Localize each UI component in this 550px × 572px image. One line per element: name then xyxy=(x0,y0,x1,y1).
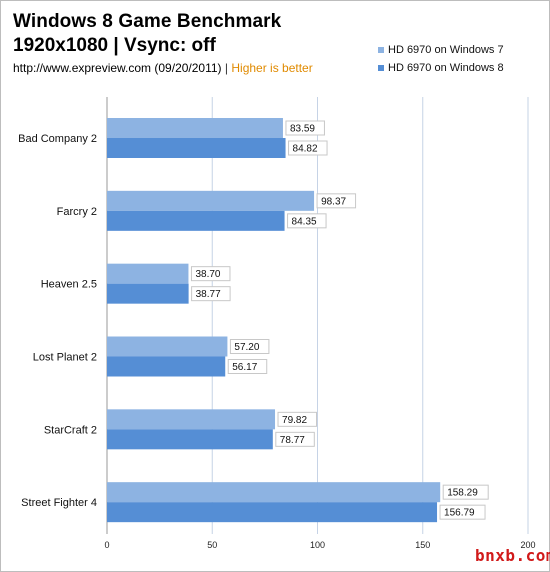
data-label-lost-planet-2-series-1: 57.20 xyxy=(234,342,259,353)
data-label-lost-planet-2-series-2: 56.17 xyxy=(232,362,257,373)
legend-label-windows-8: HD 6970 on Windows 8 xyxy=(388,62,504,74)
source-line: http://www.expreview.com (09/20/2011) | … xyxy=(13,61,313,75)
bar-heaven-2-5-series-2 xyxy=(107,283,189,304)
data-label-farcry-2-series-1: 98.37 xyxy=(321,196,346,207)
data-label-street-fighter-4-series-2: 156.79 xyxy=(444,508,475,519)
data-label-starcraft-2-series-1: 79.82 xyxy=(282,415,307,426)
data-label-box-starcraft-2-series-2 xyxy=(275,431,315,447)
data-label-heaven-2-5-series-1: 38.70 xyxy=(195,269,220,280)
category-label-street-fighter-4: Street Fighter 4 xyxy=(21,497,97,509)
grid-layer xyxy=(106,97,529,534)
category-label-lost-planet-2: Lost Planet 2 xyxy=(33,352,97,364)
data-label-bad-company-2-series-2: 84.82 xyxy=(293,144,318,155)
data-label-box-farcry-2-series-2 xyxy=(287,213,327,229)
chart-subtitle: 1920x1080 | Vsync: off xyxy=(13,35,216,56)
bar-bad-company-2-series-2 xyxy=(107,138,286,158)
source-url: http://www.expreview.com (09/20/2011) xyxy=(13,61,222,75)
data-label-box-heaven-2-5-series-1 xyxy=(190,266,231,282)
chart-title: Windows 8 Game Benchmark xyxy=(13,11,282,32)
data-label-box-street-fighter-4-series-1 xyxy=(442,484,489,500)
labels-layer: 0 50 100 150 200 Bad Company 2 83.59 84.82 Farcr… xyxy=(18,120,536,550)
x-tick-label-0: 0 xyxy=(104,540,109,550)
bars-layer xyxy=(107,118,441,523)
bar-street-fighter-4-series-2 xyxy=(107,502,438,523)
category-label-bad-company-2: Bad Company 2 xyxy=(18,133,97,145)
data-label-box-bad-company-2-series-1 xyxy=(285,120,325,136)
data-label-bad-company-2-series-1: 83.59 xyxy=(290,124,315,135)
data-label-box-street-fighter-4-series-2 xyxy=(439,504,486,520)
data-label-box-lost-planet-2-series-2 xyxy=(227,359,268,374)
bar-lost-planet-2-series-1 xyxy=(107,336,228,357)
bar-heaven-2-5-series-1 xyxy=(107,263,189,284)
x-tick-label-150: 150 xyxy=(415,540,430,550)
legend-label-windows-7: HD 6970 on Windows 7 xyxy=(388,44,504,56)
bar-farcry-2-series-2 xyxy=(107,210,285,231)
data-label-starcraft-2-series-2: 78.77 xyxy=(280,435,305,446)
category-label-farcry-2: Farcry 2 xyxy=(57,206,97,218)
watermark: bnxb.com xyxy=(475,546,550,565)
data-label-farcry-2-series-2: 84.35 xyxy=(292,216,317,227)
source-separator: | xyxy=(224,61,229,75)
data-label-box-heaven-2-5-series-2 xyxy=(191,286,231,302)
bar-starcraft-2-series-1 xyxy=(107,409,276,430)
data-label-box-bad-company-2-series-2 xyxy=(288,140,328,156)
x-tick-label-50: 50 xyxy=(207,540,217,550)
bar-street-fighter-4-series-1 xyxy=(107,482,441,503)
bar-starcraft-2-series-2 xyxy=(107,429,273,450)
chart-legend: HD 6970 on Windows 7 HD 6970 on Windows … xyxy=(378,41,504,77)
category-label-starcraft-2: StarCraft 2 xyxy=(44,424,97,436)
data-label-heaven-2-5-series-2: 38.77 xyxy=(196,289,221,300)
data-label-box-starcraft-2-series-1 xyxy=(277,411,318,427)
category-label-heaven-2-5: Heaven 2.5 xyxy=(41,279,97,291)
legend-item-windows-8: HD 6970 on Windows 8 xyxy=(378,59,504,77)
legend-item-windows-7: HD 6970 on Windows 7 xyxy=(378,41,504,59)
higher-is-better-note: Higher is better xyxy=(231,61,313,75)
data-label-street-fighter-4-series-1: 158.29 xyxy=(447,488,478,499)
bar-lost-planet-2-series-2 xyxy=(107,356,226,377)
x-tick-label-100: 100 xyxy=(310,540,325,550)
bar-bad-company-2-series-1 xyxy=(107,118,283,138)
x-tick-label-200: 200 xyxy=(520,540,535,550)
legend-swatch-windows-8 xyxy=(378,65,384,71)
legend-swatch-windows-7 xyxy=(378,47,384,53)
data-label-box-farcry-2-series-1 xyxy=(316,193,357,209)
data-label-box-lost-planet-2-series-1 xyxy=(229,339,270,354)
bar-farcry-2-series-1 xyxy=(107,190,315,211)
